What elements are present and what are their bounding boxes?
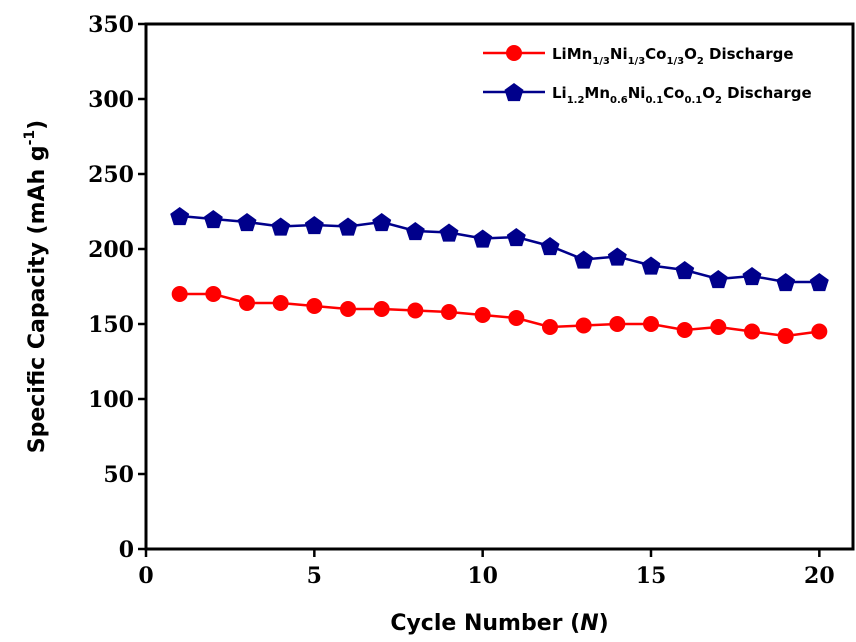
series-1-point-12 — [540, 237, 560, 256]
series-1-point-18 — [742, 267, 762, 286]
y-tick-label-50: 50 — [103, 462, 134, 488]
series-0-point-15 — [643, 316, 659, 332]
axes — [144, 22, 855, 551]
x-tick-label-0: 0 — [138, 563, 153, 589]
series-0-point-14 — [609, 316, 626, 332]
series-0-point-11 — [508, 310, 525, 326]
series-1-point-14 — [607, 247, 627, 266]
series-0-point-9 — [441, 304, 457, 320]
series-1-point-5 — [304, 216, 324, 235]
series-0-point-7 — [373, 301, 390, 317]
series-0-point-4 — [272, 295, 289, 311]
y-tick-label-0: 0 — [119, 537, 134, 563]
series-1-point-1 — [170, 207, 190, 226]
series-0-point-3 — [239, 295, 255, 311]
series-1-point-6 — [338, 217, 358, 236]
series-0-point-18 — [744, 323, 760, 340]
legend: LiMn1/3Ni1/3Co1/3O2 Discharge Li1.2Mn0.6N… — [483, 45, 812, 106]
series-1-point-11 — [506, 228, 526, 247]
plot-frame — [144, 22, 855, 551]
y-tick-label-150: 150 — [88, 312, 134, 338]
series-1-point-4 — [271, 217, 291, 236]
series-0 — [171, 286, 828, 344]
series-1-point-19 — [776, 273, 796, 292]
series-0-point-13 — [575, 317, 592, 334]
series-1-point-7 — [372, 213, 392, 232]
y-tick-label-200: 200 — [88, 237, 134, 263]
y-axis-title: Specific Capacity (mAh g-1) — [22, 120, 50, 454]
series-0-point-1 — [171, 286, 188, 302]
series-1-point-15 — [641, 256, 661, 275]
series-0-point-10 — [474, 307, 491, 323]
series-1 — [170, 207, 829, 292]
y-tick-label-100: 100 — [88, 387, 134, 413]
x-tick-label-15: 15 — [636, 563, 667, 589]
series-1-point-20 — [809, 273, 829, 292]
series-0-point-19 — [777, 328, 794, 344]
series-0-point-8 — [407, 302, 424, 319]
y-tick-label-250: 250 — [88, 162, 134, 188]
series-1-point-8 — [405, 222, 425, 241]
series-0-point-16 — [676, 322, 693, 338]
legend-entry-0: LiMn1/3Ni1/3Co1/3O2 Discharge — [483, 45, 794, 67]
series-1-point-10 — [473, 229, 493, 248]
series-1-point-13 — [574, 250, 594, 269]
series-1-point-3 — [237, 213, 257, 232]
x-tick-label-20: 20 — [804, 563, 835, 589]
x-tick-label-5: 5 — [307, 563, 322, 589]
series-1-point-9 — [439, 223, 459, 242]
series-0-point-17 — [710, 319, 727, 335]
legend-label-1: Li1.2Mn0.6Ni0.1Co0.1O2 Discharge — [552, 84, 812, 106]
x-tick-label-10: 10 — [467, 563, 498, 589]
x-axis-title: Cycle Number (N) — [390, 611, 608, 636]
series-0-point-20 — [811, 323, 828, 340]
series-1-point-16 — [675, 261, 695, 280]
legend-marker-1 — [504, 83, 524, 102]
series-0-point-5 — [306, 298, 323, 314]
y-tick-label-300: 300 — [88, 87, 134, 113]
series-0-point-6 — [340, 301, 356, 317]
y-tick-label-350: 350 — [88, 12, 134, 38]
legend-marker-0 — [506, 45, 522, 61]
series-0-point-12 — [542, 319, 558, 335]
series-layer — [170, 207, 829, 344]
legend-entry-1: Li1.2Mn0.6Ni0.1Co0.1O2 Discharge — [483, 83, 812, 106]
legend-label-0: LiMn1/3Ni1/3Co1/3O2 Discharge — [552, 45, 794, 67]
series-0-point-2 — [205, 286, 222, 302]
series-1-point-2 — [203, 210, 223, 229]
series-1-point-17 — [708, 270, 728, 289]
